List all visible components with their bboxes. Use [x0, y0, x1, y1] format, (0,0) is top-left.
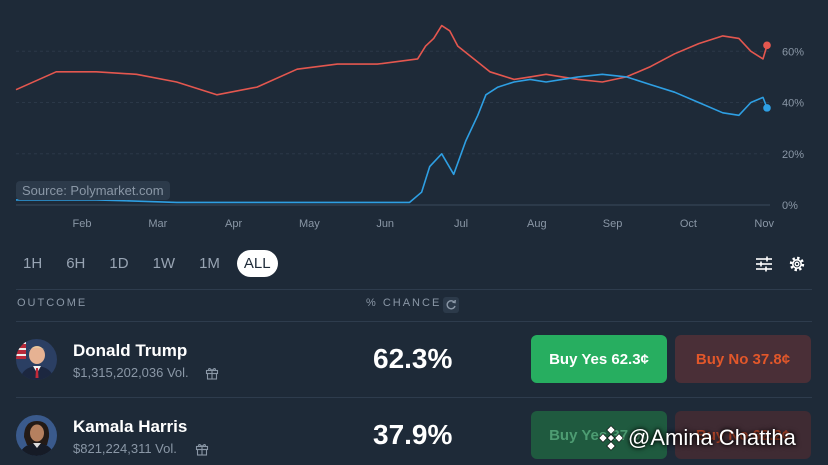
buy-yes-button[interactable]: Buy Yes 62.3¢	[531, 335, 667, 383]
x-tick-label: Oct	[680, 218, 697, 230]
timeframe-selector: 1H 6H 1D 1W 1M ALL	[16, 248, 288, 278]
end-marker-trump	[763, 41, 771, 50]
divider	[16, 321, 812, 322]
x-tick-label: Jul	[454, 218, 468, 230]
timeframe-1h[interactable]: 1H	[23, 254, 43, 272]
y-tick-label: 40%	[782, 98, 804, 110]
buy-no-button[interactable]: Buy No 37.8¢	[675, 335, 811, 383]
y-tick-label: 20%	[782, 149, 804, 161]
timeframe-all[interactable]: ALL	[236, 249, 278, 277]
refresh-icon[interactable]	[443, 297, 459, 313]
timeframe-6h[interactable]: 6H	[66, 254, 86, 272]
divider	[16, 289, 812, 290]
divider	[16, 397, 812, 398]
gear-icon[interactable]	[788, 255, 806, 273]
x-tick-label: Feb	[73, 218, 92, 230]
timeframe-1w[interactable]: 1W	[152, 254, 176, 272]
outcome-chance: 62.3%	[373, 343, 453, 374]
outcome-volume: $821,224,311 Vol.	[73, 441, 177, 456]
price-chart: 0% 20% 40% 60% Feb Mar Apr May Jun Jul Aug Sep Oct No…	[15, 24, 804, 230]
timeframe-1m[interactable]: 1M	[199, 254, 220, 272]
gift-icon[interactable]	[195, 442, 209, 456]
timeframe-1d[interactable]: 1D	[109, 254, 129, 272]
buy-no-button[interactable]: Buy No 62.2¢	[675, 411, 811, 459]
avatar-trump	[16, 339, 57, 380]
source-label: Source: Polymarket.com	[16, 181, 170, 200]
avatar-harris	[16, 415, 57, 456]
x-tick-label: Mar	[148, 218, 167, 230]
series-line-harris	[16, 73, 768, 204]
watermark: @Amina Chattha	[598, 425, 796, 451]
filter-sliders-icon[interactable]	[755, 255, 773, 273]
outcome-header: OUTCOME	[17, 297, 88, 309]
x-tick-label: Apr	[225, 218, 242, 230]
x-tick-label: Jun	[376, 218, 394, 230]
outcome-chance: 37.9%	[373, 419, 453, 450]
x-tick-label: May	[299, 218, 320, 230]
outcome-volume: $1,315,202,036 Vol.	[73, 365, 189, 380]
end-marker-harris	[763, 104, 771, 112]
buy-yes-button[interactable]: Buy Yes 37.9¢	[531, 411, 667, 459]
gift-icon[interactable]	[205, 366, 219, 380]
outcome-name: Kamala Harris	[73, 417, 188, 436]
outcome-name: Donald Trump	[73, 341, 188, 360]
series-line-trump	[15, 24, 768, 96]
chance-header: % CHANCE	[366, 297, 442, 309]
y-tick-label: 60%	[782, 46, 804, 58]
watermark-text: @Amina Chattha	[628, 425, 796, 450]
x-tick-label: Nov	[754, 218, 774, 230]
y-tick-label: 0%	[782, 200, 798, 212]
x-tick-label: Sep	[603, 218, 623, 230]
binance-logo-icon	[598, 425, 624, 451]
x-tick-label: Aug	[527, 218, 547, 230]
